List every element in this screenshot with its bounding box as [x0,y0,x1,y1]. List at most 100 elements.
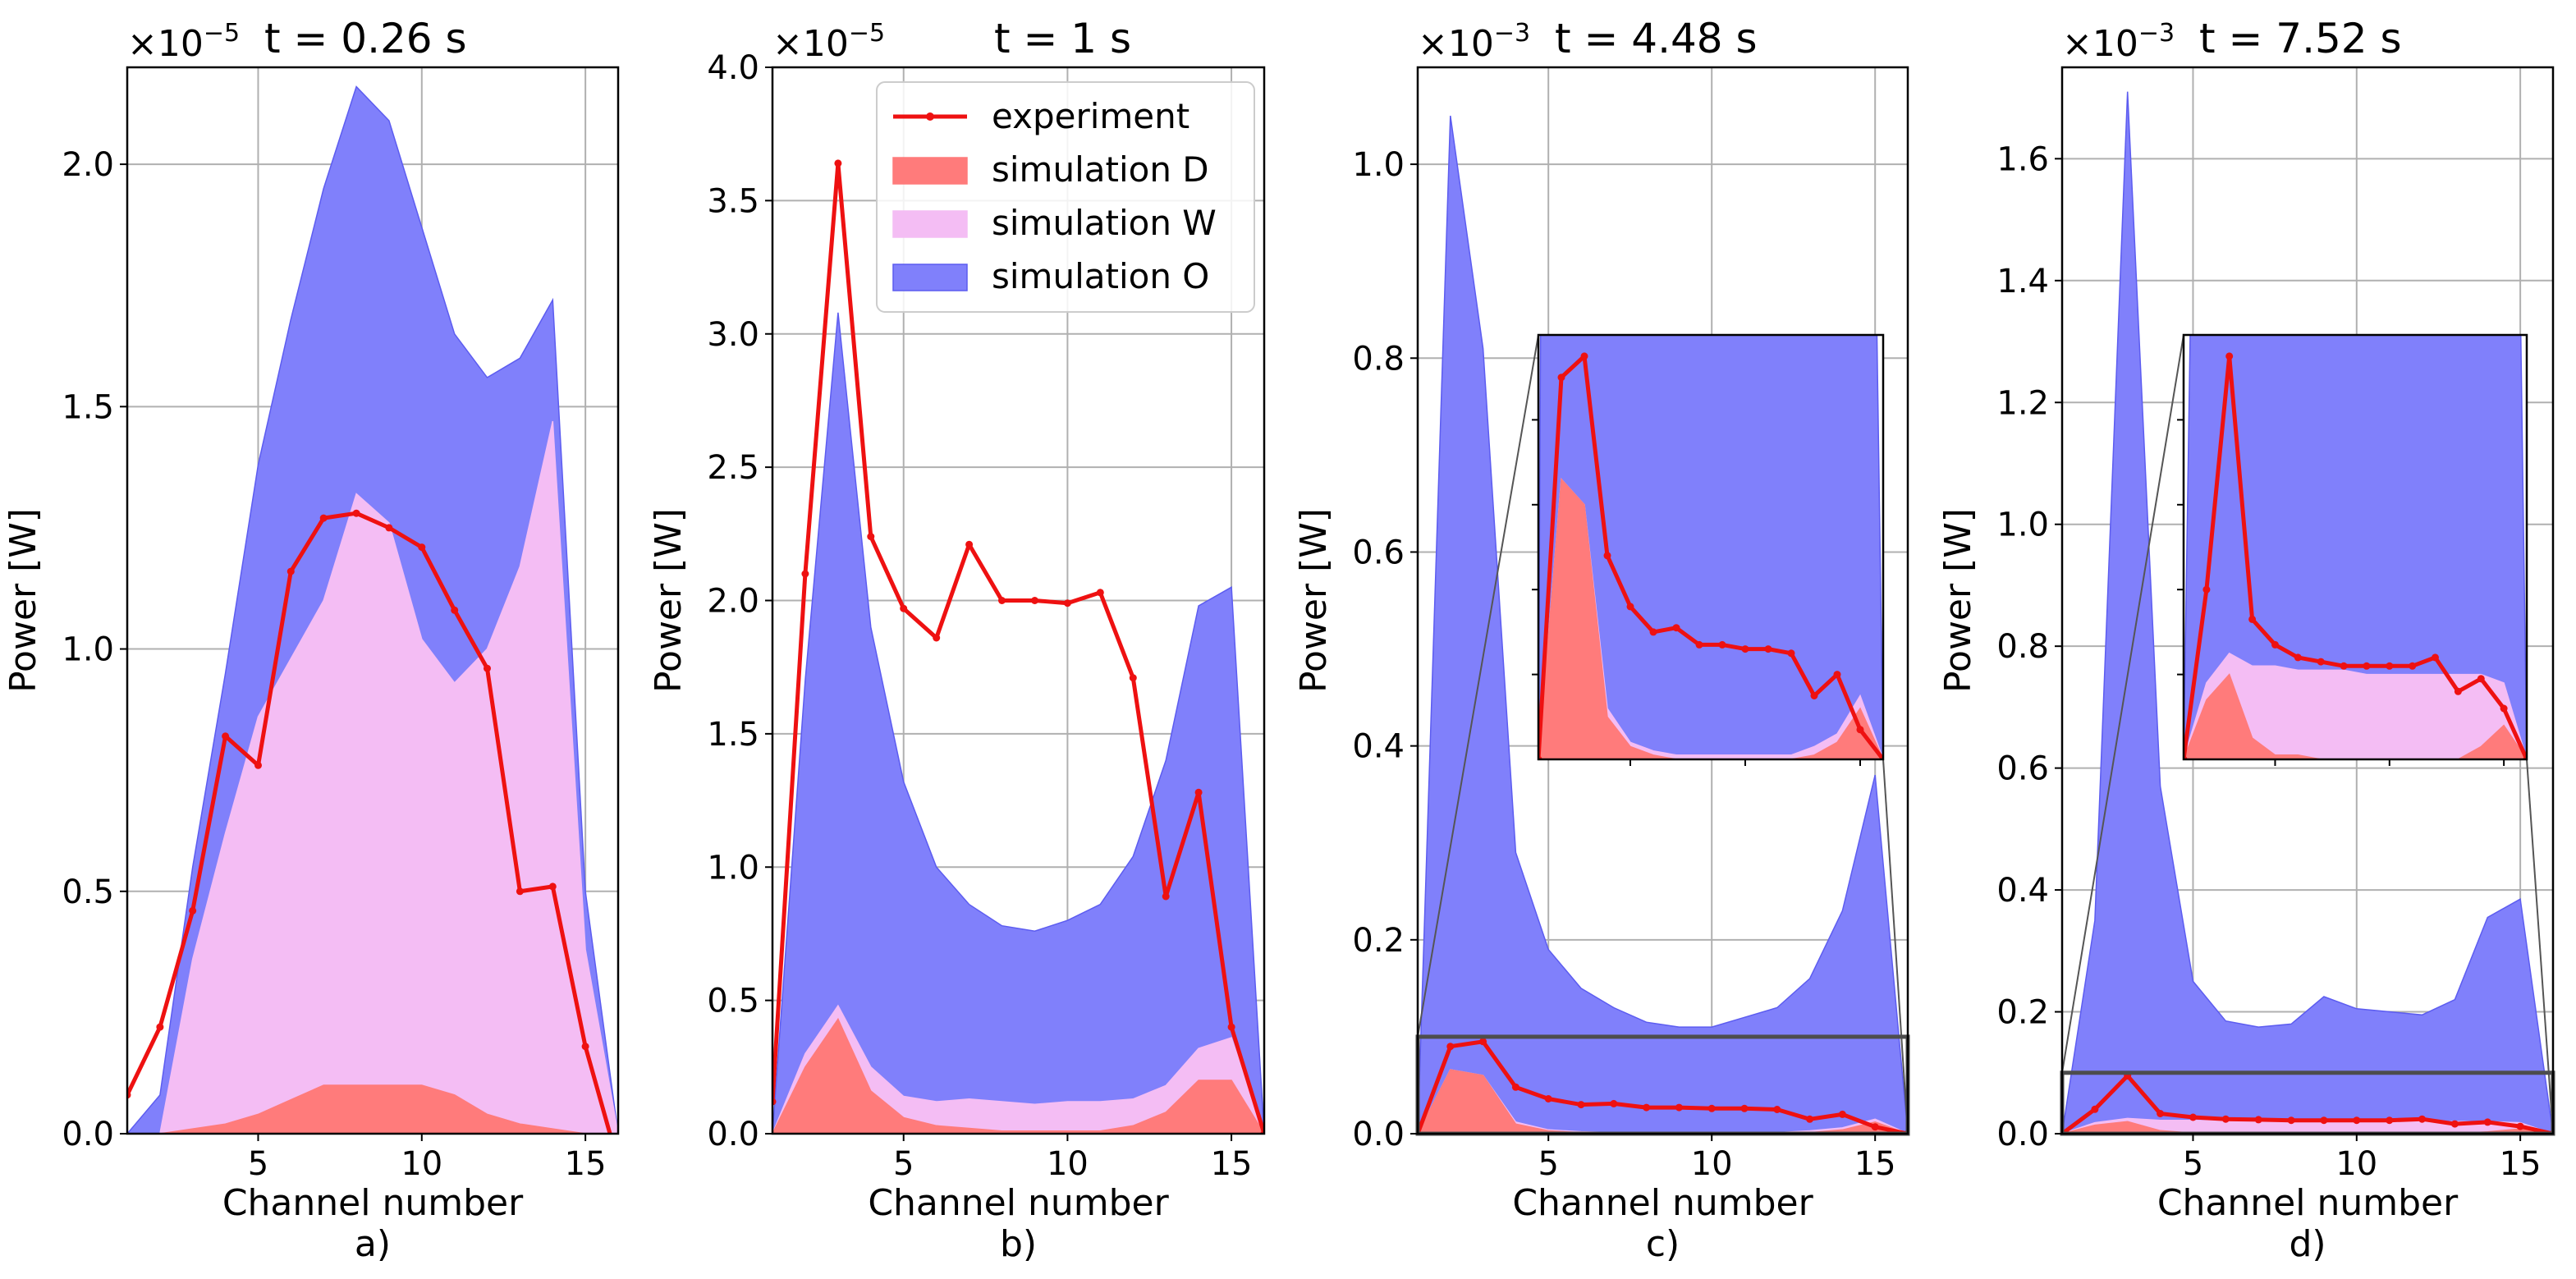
inset-experiment-point [2500,704,2508,713]
experiment-point [1806,1115,1814,1123]
x-tick-label: 15 [565,1145,607,1183]
plot-data [1418,115,1908,1134]
y-tick-label: 0.0 [62,1116,114,1153]
inset-area-simulation-d [2184,673,2527,759]
axes-frame [126,66,620,1135]
panel-title: t = 7.52 s [2199,15,2402,62]
experiment-point [1610,1099,1618,1107]
x-axis-label: Channel number [2157,1182,2459,1224]
experiment-point [2483,1118,2491,1126]
experiment-point [1871,1123,1879,1131]
inset-experiment-point [2317,658,2325,666]
multiplier-base: ×10 [1418,23,1494,65]
inset-experiment-point [1672,624,1680,632]
inset-experiment-line [2184,354,2527,759]
legend-marker-experiment [926,112,934,121]
experiment-point [1194,788,1203,796]
inset-data [1538,335,1883,759]
inset-experiment-point [2225,352,2234,360]
legend-label: simulation W [992,203,1217,243]
x-axis-label: Channel number [1512,1182,1813,1224]
y-tick-label: 3.5 [707,182,759,220]
experiment-point [418,543,426,552]
axes-frame [1416,66,1909,1135]
x-tick-label: 5 [1538,1145,1558,1183]
experiment-point [965,540,974,548]
experiment-point [1162,892,1170,901]
experiment-point [385,524,393,532]
inset-experiment-point [1718,640,1726,649]
inset-experiment-point [1833,671,1841,679]
inset-experiment-point [2432,653,2439,662]
multiplier-exponent: −3 [1494,19,1530,48]
y-tick-label: 1.0 [707,849,759,887]
experiment-point [1544,1095,1552,1103]
inset-frame [1537,333,1885,761]
experiment-point [1577,1101,1585,1109]
experiment-point [189,906,197,915]
y-tick-label: 0.8 [1996,628,2049,666]
experiment-line [2062,1074,2553,1134]
inset-experiment-point [1580,352,1588,360]
multiplier-exponent: −3 [2138,19,2175,48]
y-tick-label: 0.2 [1996,994,2049,1032]
x-tick-label: 15 [1211,1145,1253,1183]
experiment-point [1740,1104,1749,1112]
experiment-point [2157,1110,2165,1117]
legend-swatch-simulation-d [892,157,968,185]
multiplier-exponent: −5 [204,19,240,48]
panel-label: c) [1646,1223,1680,1265]
experiment-point [548,882,557,891]
inset-experiment-point [1764,645,1772,653]
inset-area-simulation-d [1538,478,1883,759]
area-simulation-d [127,1084,618,1134]
area-simulation-d [1418,1069,1908,1134]
experiment-point [2353,1116,2361,1125]
y-tick-label: 1.5 [707,716,759,754]
experiment-point [286,567,295,575]
inset-experiment-point [2477,675,2485,683]
experiment-point [615,1159,622,1167]
area-simulation-w [772,1004,1264,1134]
y-tick-label: 0.4 [1352,728,1405,766]
experiment-point [998,597,1006,604]
experiment-point [2418,1115,2426,1123]
experiment-point [2287,1116,2295,1125]
experiment-point [581,1043,589,1051]
inset-experiment-point [2386,662,2394,670]
experiment-point [1031,597,1038,604]
y-axis-label: Power [W] [648,508,690,693]
experiment-point [1773,1106,1781,1113]
axis-multiplier: ×10−5 [127,19,240,65]
axis-multiplier: ×10−3 [2062,19,2175,65]
experiment-point [1675,1103,1683,1112]
zoom-connector [1882,759,1909,1135]
legend-swatch-simulation-w [892,210,968,238]
y-tick-label: 1.4 [1996,263,2049,300]
legend-box [876,81,1255,313]
experiment-point [516,887,524,896]
inset-experiment-point [2363,662,2371,670]
experiment-point [933,634,941,642]
experiment-point [1511,1083,1519,1091]
inset-experiment-point [1649,628,1657,636]
inset-experiment-point [1557,374,1565,382]
plot-data [772,159,1264,1134]
x-tick-label: 5 [893,1145,914,1183]
experiment-point [1838,1110,1846,1118]
plot-data [127,85,622,1167]
experiment-point [1707,1104,1716,1112]
area-simulation-o [1418,115,1908,1134]
panel-label: a) [355,1223,391,1265]
y-tick-label: 0.0 [1352,1116,1405,1153]
zoom-connector [1417,334,1539,1038]
x-tick-label: 5 [2183,1145,2203,1183]
x-axis-label: Channel number [868,1182,1169,1224]
y-axis-label: Power [W] [1293,508,1335,693]
inset-experiment-point [2454,687,2462,695]
y-tick-label: 1.0 [62,631,114,669]
multiplier-base: ×10 [127,23,204,65]
x-tick-label: 15 [1854,1145,1896,1183]
experiment-point [222,732,230,740]
legend-label: experiment [992,96,1189,136]
